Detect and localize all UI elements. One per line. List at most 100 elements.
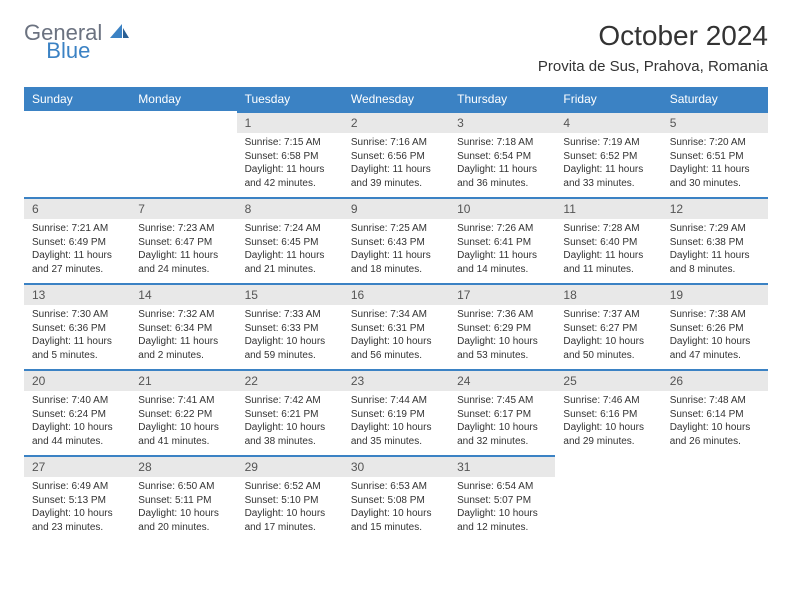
sunrise-line: Sunrise: 7:20 AM <box>670 136 760 150</box>
day-details: Sunrise: 7:23 AMSunset: 6:47 PMDaylight:… <box>130 219 236 280</box>
sunset-line: Sunset: 6:49 PM <box>32 236 122 250</box>
sunrise-line: Sunrise: 7:29 AM <box>670 222 760 236</box>
sunset-line: Sunset: 6:27 PM <box>563 322 653 336</box>
sunrise-line: Sunrise: 7:44 AM <box>351 394 441 408</box>
day-number: 2 <box>343 111 449 133</box>
day-details: Sunrise: 7:21 AMSunset: 6:49 PMDaylight:… <box>24 219 130 280</box>
sunrise-line: Sunrise: 7:30 AM <box>32 308 122 322</box>
day-number: 28 <box>130 455 236 477</box>
sunrise-line: Sunrise: 7:37 AM <box>563 308 653 322</box>
day-details: Sunrise: 6:52 AMSunset: 5:10 PMDaylight:… <box>237 477 343 538</box>
calendar-day-cell: 30Sunrise: 6:53 AMSunset: 5:08 PMDayligh… <box>343 455 449 541</box>
sunset-line: Sunset: 6:24 PM <box>32 408 122 422</box>
daylight-line: Daylight: 10 hours and 56 minutes. <box>351 335 441 362</box>
daylight-line: Daylight: 11 hours and 11 minutes. <box>563 249 653 276</box>
sunrise-line: Sunrise: 7:34 AM <box>351 308 441 322</box>
day-details: Sunrise: 7:34 AMSunset: 6:31 PMDaylight:… <box>343 305 449 366</box>
weekday-header: Saturday <box>662 87 768 111</box>
sunrise-line: Sunrise: 7:48 AM <box>670 394 760 408</box>
calendar-day-cell: 26Sunrise: 7:48 AMSunset: 6:14 PMDayligh… <box>662 369 768 455</box>
day-number: 8 <box>237 197 343 219</box>
calendar-week-row: 20Sunrise: 7:40 AMSunset: 6:24 PMDayligh… <box>24 369 768 455</box>
logo-sail-icon <box>108 22 130 45</box>
calendar-day-cell: 17Sunrise: 7:36 AMSunset: 6:29 PMDayligh… <box>449 283 555 369</box>
weekday-header: Tuesday <box>237 87 343 111</box>
calendar-day-cell: 27Sunrise: 6:49 AMSunset: 5:13 PMDayligh… <box>24 455 130 541</box>
daylight-line: Daylight: 11 hours and 30 minutes. <box>670 163 760 190</box>
calendar-day-cell: 20Sunrise: 7:40 AMSunset: 6:24 PMDayligh… <box>24 369 130 455</box>
daylight-line: Daylight: 11 hours and 27 minutes. <box>32 249 122 276</box>
day-number: 10 <box>449 197 555 219</box>
sunset-line: Sunset: 6:41 PM <box>457 236 547 250</box>
day-number: 23 <box>343 369 449 391</box>
daylight-line: Daylight: 11 hours and 2 minutes. <box>138 335 228 362</box>
day-details: Sunrise: 7:38 AMSunset: 6:26 PMDaylight:… <box>662 305 768 366</box>
sunrise-line: Sunrise: 7:42 AM <box>245 394 335 408</box>
calendar-empty-cell <box>130 111 236 197</box>
day-number: 7 <box>130 197 236 219</box>
sunrise-line: Sunrise: 7:28 AM <box>563 222 653 236</box>
day-details: Sunrise: 7:44 AMSunset: 6:19 PMDaylight:… <box>343 391 449 452</box>
sunrise-line: Sunrise: 7:15 AM <box>245 136 335 150</box>
calendar-day-cell: 11Sunrise: 7:28 AMSunset: 6:40 PMDayligh… <box>555 197 661 283</box>
daylight-line: Daylight: 11 hours and 18 minutes. <box>351 249 441 276</box>
calendar-day-cell: 29Sunrise: 6:52 AMSunset: 5:10 PMDayligh… <box>237 455 343 541</box>
daylight-line: Daylight: 10 hours and 59 minutes. <box>245 335 335 362</box>
day-number: 15 <box>237 283 343 305</box>
day-details: Sunrise: 7:18 AMSunset: 6:54 PMDaylight:… <box>449 133 555 194</box>
daylight-line: Daylight: 10 hours and 47 minutes. <box>670 335 760 362</box>
sunset-line: Sunset: 5:08 PM <box>351 494 441 508</box>
day-details: Sunrise: 7:26 AMSunset: 6:41 PMDaylight:… <box>449 219 555 280</box>
calendar-week-row: 27Sunrise: 6:49 AMSunset: 5:13 PMDayligh… <box>24 455 768 541</box>
sunset-line: Sunset: 6:51 PM <box>670 150 760 164</box>
calendar-empty-cell <box>555 455 661 541</box>
weekday-header: Monday <box>130 87 236 111</box>
daylight-line: Daylight: 11 hours and 36 minutes. <box>457 163 547 190</box>
daylight-line: Daylight: 10 hours and 15 minutes. <box>351 507 441 534</box>
sunrise-line: Sunrise: 7:38 AM <box>670 308 760 322</box>
day-details: Sunrise: 7:16 AMSunset: 6:56 PMDaylight:… <box>343 133 449 194</box>
daylight-line: Daylight: 10 hours and 35 minutes. <box>351 421 441 448</box>
sunset-line: Sunset: 6:47 PM <box>138 236 228 250</box>
calendar-day-cell: 24Sunrise: 7:45 AMSunset: 6:17 PMDayligh… <box>449 369 555 455</box>
title-block: October 2024 Provita de Sus, Prahova, Ro… <box>538 20 768 75</box>
day-number: 25 <box>555 369 661 391</box>
sunrise-line: Sunrise: 7:24 AM <box>245 222 335 236</box>
sunrise-line: Sunrise: 7:21 AM <box>32 222 122 236</box>
sunset-line: Sunset: 6:31 PM <box>351 322 441 336</box>
calendar-table: SundayMondayTuesdayWednesdayThursdayFrid… <box>24 87 768 541</box>
sunset-line: Sunset: 6:22 PM <box>138 408 228 422</box>
daylight-line: Daylight: 10 hours and 32 minutes. <box>457 421 547 448</box>
sunset-line: Sunset: 5:07 PM <box>457 494 547 508</box>
day-details: Sunrise: 7:37 AMSunset: 6:27 PMDaylight:… <box>555 305 661 366</box>
sunrise-line: Sunrise: 7:36 AM <box>457 308 547 322</box>
sunset-line: Sunset: 6:34 PM <box>138 322 228 336</box>
logo-text-blue: Blue <box>46 38 90 64</box>
daylight-line: Daylight: 11 hours and 42 minutes. <box>245 163 335 190</box>
sunset-line: Sunset: 6:19 PM <box>351 408 441 422</box>
daylight-line: Daylight: 11 hours and 21 minutes. <box>245 249 335 276</box>
calendar-empty-cell <box>662 455 768 541</box>
location: Provita de Sus, Prahova, Romania <box>538 58 768 75</box>
weekday-header: Sunday <box>24 87 130 111</box>
weekday-header: Wednesday <box>343 87 449 111</box>
daylight-line: Daylight: 10 hours and 12 minutes. <box>457 507 547 534</box>
weekday-header-row: SundayMondayTuesdayWednesdayThursdayFrid… <box>24 87 768 111</box>
sunrise-line: Sunrise: 6:50 AM <box>138 480 228 494</box>
sunset-line: Sunset: 6:45 PM <box>245 236 335 250</box>
sunrise-line: Sunrise: 7:46 AM <box>563 394 653 408</box>
day-number: 17 <box>449 283 555 305</box>
calendar-week-row: 13Sunrise: 7:30 AMSunset: 6:36 PMDayligh… <box>24 283 768 369</box>
sunset-line: Sunset: 5:13 PM <box>32 494 122 508</box>
sunrise-line: Sunrise: 6:49 AM <box>32 480 122 494</box>
sunset-line: Sunset: 6:36 PM <box>32 322 122 336</box>
calendar-day-cell: 5Sunrise: 7:20 AMSunset: 6:51 PMDaylight… <box>662 111 768 197</box>
day-details: Sunrise: 7:48 AMSunset: 6:14 PMDaylight:… <box>662 391 768 452</box>
calendar-day-cell: 8 Sunrise: 7:24 AMSunset: 6:45 PMDaylight… <box>237 197 343 283</box>
calendar-day-cell: 23Sunrise: 7:44 AMSunset: 6:19 PMDayligh… <box>343 369 449 455</box>
sunset-line: Sunset: 6:58 PM <box>245 150 335 164</box>
calendar-day-cell: 22Sunrise: 7:42 AMSunset: 6:21 PMDayligh… <box>237 369 343 455</box>
day-details: Sunrise: 7:40 AMSunset: 6:24 PMDaylight:… <box>24 391 130 452</box>
calendar-day-cell: 18Sunrise: 7:37 AMSunset: 6:27 PMDayligh… <box>555 283 661 369</box>
day-details: Sunrise: 6:49 AMSunset: 5:13 PMDaylight:… <box>24 477 130 538</box>
